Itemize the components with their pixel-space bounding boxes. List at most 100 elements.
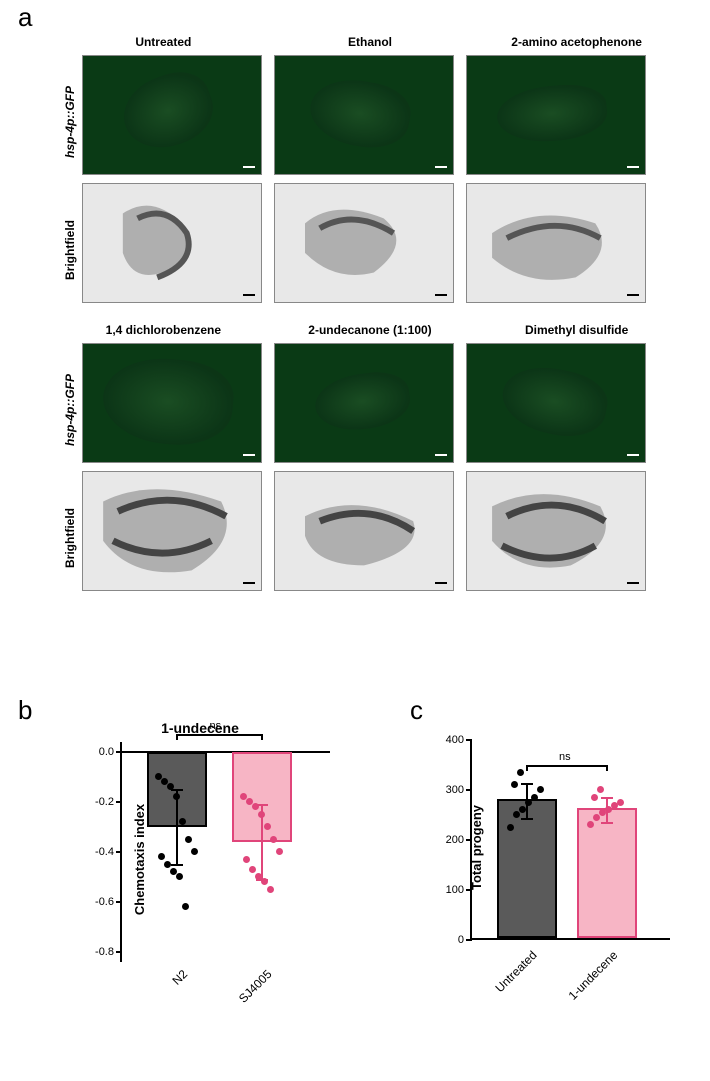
datapoint: [587, 821, 594, 828]
ytick-label: -0.8: [82, 946, 114, 958]
datapoint: [267, 886, 274, 893]
datapoint: [511, 781, 518, 788]
xlabel: 1-undecene: [565, 948, 620, 1003]
ytick: [466, 789, 472, 791]
datapoint: [173, 793, 180, 800]
col-title: Ethanol: [280, 35, 460, 49]
datapoint: [191, 848, 198, 855]
chart-c-area: Total progeny 0100200300400Untreated1-un…: [470, 740, 670, 940]
datapoint: [270, 836, 277, 843]
chart-c-container: Total progeny 0100200300400Untreated1-un…: [430, 740, 670, 940]
datapoint: [243, 856, 250, 863]
datapoint: [513, 811, 520, 818]
col-title: 2-amino acetophenone: [487, 35, 667, 49]
ytick: [116, 851, 122, 853]
scalebar-icon: [627, 294, 639, 296]
micrograph-gfp: [82, 343, 262, 463]
row-label-container: Brightfield: [60, 183, 82, 303]
bar: [497, 799, 557, 938]
micrograph-gfp: [466, 55, 646, 175]
datapoint: [517, 769, 524, 776]
datapoint: [264, 823, 271, 830]
ytick: [466, 839, 472, 841]
section-2: 1,4 dichlorobenzene 2-undecanone (1:100)…: [60, 323, 680, 591]
datapoint: [167, 783, 174, 790]
row-label-container: Brightfield: [60, 471, 82, 591]
sig-label: ns: [559, 751, 571, 763]
ytick-label: 200: [432, 834, 464, 846]
datapoint: [158, 853, 165, 860]
section2-col-titles: 1,4 dichlorobenzene 2-undecanone (1:100)…: [60, 323, 680, 337]
sig-label: ns: [210, 720, 222, 732]
datapoint: [276, 848, 283, 855]
panel-label-b: b: [18, 695, 32, 726]
section1-row-gfp: hsp-4p::GFP: [60, 55, 680, 175]
col-title: 1,4 dichlorobenzene: [73, 323, 253, 337]
sig-tick: [526, 765, 528, 771]
ytick: [466, 939, 472, 941]
scalebar-icon: [435, 166, 447, 168]
section2-row-gfp: hsp-4p::GFP: [60, 343, 680, 463]
datapoint: [597, 786, 604, 793]
datapoint: [617, 799, 624, 806]
sig-tick: [176, 734, 178, 740]
scalebar-icon: [243, 294, 255, 296]
scalebar-icon: [243, 582, 255, 584]
datapoint: [182, 903, 189, 910]
chart-b-container: 1-undecene Chemotaxis index 0.0-0.2-0.4-…: [80, 720, 320, 962]
micrograph-brightfield: [274, 471, 454, 591]
datapoint: [164, 861, 171, 868]
micrograph-gfp: [274, 55, 454, 175]
col-title: 2-undecanone (1:100): [280, 323, 460, 337]
scalebar-icon: [243, 166, 255, 168]
scalebar-icon: [627, 454, 639, 456]
errorcap: [521, 818, 533, 820]
chart-b-area: Chemotaxis index 0.0-0.2-0.4-0.6-0.8N2SJ…: [120, 742, 330, 962]
errorcap: [521, 783, 533, 785]
section2-row-brightfield: Brightfield: [60, 471, 680, 591]
errorcap: [601, 822, 613, 824]
xlabel: SJ4005: [236, 967, 275, 1006]
scalebar-icon: [435, 294, 447, 296]
panel-label-c: c: [410, 695, 423, 726]
panel-label-a: a: [18, 2, 32, 33]
scalebar-icon: [435, 582, 447, 584]
scalebar-icon: [243, 454, 255, 456]
row-label-container: hsp-4p::GFP: [60, 343, 82, 463]
chart-c-ylabel: Total progeny: [469, 805, 484, 890]
micrograph-brightfield: [82, 183, 262, 303]
xlabel: Untreated: [493, 948, 540, 995]
micrograph-gfp: [82, 55, 262, 175]
scalebar-icon: [627, 582, 639, 584]
errorcap: [171, 864, 183, 866]
micrograph-brightfield: [82, 471, 262, 591]
ytick-label: 300: [432, 784, 464, 796]
datapoint: [249, 866, 256, 873]
row-label-gfp: hsp-4p::GFP: [63, 62, 77, 182]
scalebar-icon: [435, 454, 447, 456]
datapoint: [185, 836, 192, 843]
errorcap: [601, 797, 613, 799]
figure-a-container: Untreated Ethanol 2-amino acetophenone h…: [60, 35, 680, 611]
section1-col-titles: Untreated Ethanol 2-amino acetophenone: [60, 35, 680, 49]
scalebar-icon: [627, 166, 639, 168]
sig-tick: [261, 734, 263, 740]
bar: [577, 808, 637, 938]
row-label-brightfield: Brightfield: [63, 190, 77, 310]
datapoint: [179, 818, 186, 825]
datapoint: [176, 873, 183, 880]
sig-bracket: [177, 734, 262, 736]
ytick: [116, 901, 122, 903]
datapoint: [591, 794, 598, 801]
ytick-label: 400: [432, 734, 464, 746]
micrograph-brightfield: [274, 183, 454, 303]
ytick-label: 100: [432, 884, 464, 896]
row-label-gfp: hsp-4p::GFP: [63, 350, 77, 470]
micrograph-brightfield: [466, 471, 646, 591]
errorbar: [176, 790, 178, 865]
ytick: [466, 889, 472, 891]
ytick-label: -0.6: [82, 896, 114, 908]
datapoint: [519, 806, 526, 813]
col-title: Untreated: [73, 35, 253, 49]
datapoint: [258, 811, 265, 818]
